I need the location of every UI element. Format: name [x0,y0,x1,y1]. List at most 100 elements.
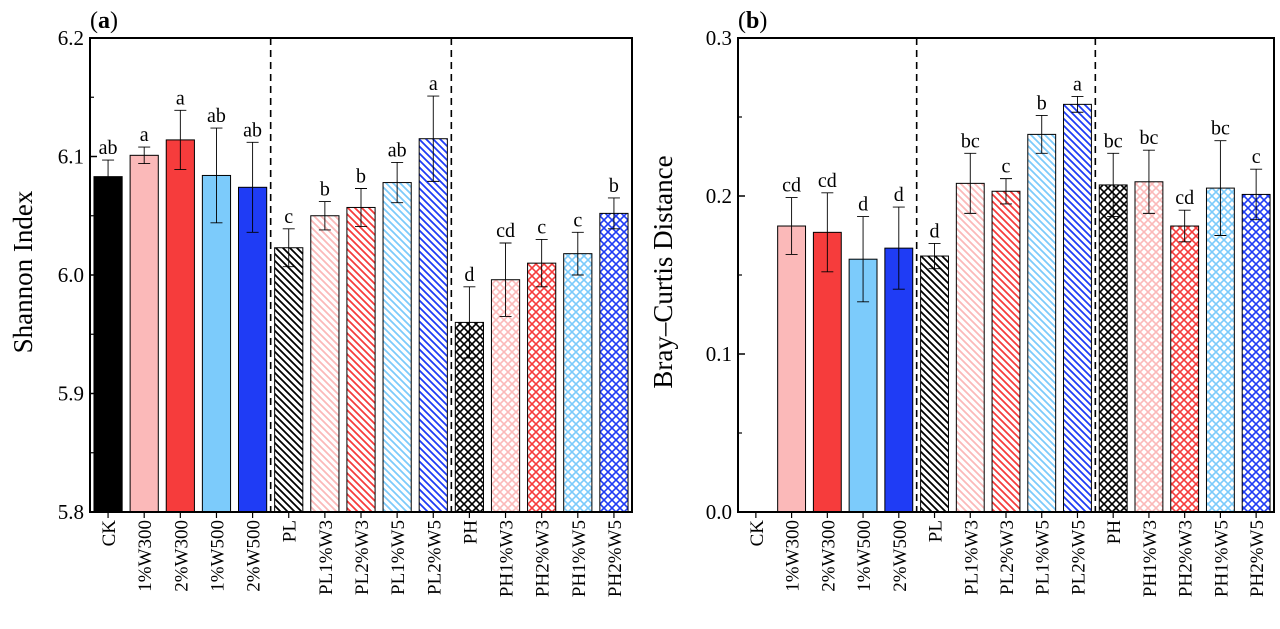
error-bar-2%W300 [174,109,187,170]
bar-PH2%W3 [1170,225,1200,513]
significance-label-PH1%W5: bc [1211,118,1230,140]
error-bar-PL2%W5 [1071,96,1084,113]
bar-PH2%W5 [1241,193,1271,513]
significance-label-PL2%W5: a [429,73,438,95]
panel-b-ytick-label: 0.0 [706,500,732,524]
panel-a-ytick-label: 5.9 [58,382,84,406]
bar-PL1%W5 [382,182,412,513]
xtick-label-CK: CK [99,520,120,547]
significance-label-PL1%W3: b [320,179,330,201]
bar-1%W500 [201,174,232,513]
xtick-label-PH2%W3: PH2%W3 [533,520,554,597]
xtick-label-PL: PL [926,520,947,542]
xtick-label-PL1%W5: PL1%W5 [1033,520,1054,595]
significance-label-PH2%W3: c [537,216,546,238]
bar-CK [93,176,123,513]
error-bar-PL2%W3 [355,188,367,227]
xtick-label-PH1%W3: PH1%W3 [497,520,518,597]
error-bar-PL1%W3 [964,152,977,214]
significance-label-2%W500: d [894,184,904,206]
xtick-label-1%W300: 1%W300 [135,520,156,592]
bar-PL1%W3 [310,215,340,513]
significance-label-1%W300: cd [782,175,801,197]
panel-b-y-axis-title: Bray–Curtis Distance [648,155,678,388]
significance-label-PH1%W3: cd [496,220,515,242]
significance-label-PH2%W5: b [609,175,619,197]
significance-label-PH: d [464,264,474,286]
xtick-label-2%W300: 2%W300 [171,520,192,592]
error-bar-PH1%W3 [499,242,512,317]
panel-a-y-axis: 5.8 5.9 6.0 6.1 6.2 [58,26,84,524]
significance-label-PL1%W3: bc [961,130,980,152]
error-bar-CK [102,159,115,194]
xtick-label-PL1%W3: PL1%W3 [961,520,982,595]
xtick-label-1%W300: 1%W300 [783,520,804,592]
error-bar-PH2%W3 [1178,209,1191,243]
error-bar-PH2%W5 [1250,168,1263,221]
error-bar-PH [1107,152,1120,217]
significance-label-2%W300: cd [818,170,837,192]
xtick-label-PH1%W5: PH1%W5 [569,520,590,597]
significance-label-CK: ab [99,137,118,159]
panel-a-y-axis-title: Shannon Index [8,190,38,353]
panel-b-ytick-label: 0.3 [706,26,732,50]
bar-PL2%W5 [1063,103,1092,513]
bar-2%W300 [165,139,195,513]
xtick-label-CK: CK [747,520,768,547]
bar-PH1%W5 [563,253,593,513]
error-bar-1%W300 [785,197,798,255]
significance-label-1%W500: d [858,194,868,216]
error-bar-PH1%W3 [1142,149,1155,214]
panel-a-ytick-label: 6.1 [58,145,84,169]
xtick-label-PH1%W5: PH1%W5 [1211,520,1232,597]
panel-a-label: (a) [90,8,118,34]
error-bar-2%W500 [892,206,905,290]
error-bar-PH2%W3 [535,239,548,288]
error-bar-PH2%W5 [607,197,620,230]
panel-a-ytick-label: 5.8 [58,500,84,524]
significance-label-PL2%W5: a [1073,73,1082,95]
significance-label-2%W500: ab [243,119,262,141]
panel-a-plot-area: abCKa1%W300a2%W300ab1%W500ab2%W500cPLbPL… [89,37,633,597]
bar-1%W300 [777,225,807,513]
xtick-label-PL1%W5: PL1%W5 [388,520,409,595]
error-bar-2%W500 [246,141,259,233]
xtick-label-PL2%W3: PL2%W3 [997,520,1018,595]
error-bar-PH1%W5 [571,231,584,276]
error-bar-PL [282,228,295,268]
panel-b-plot-area: CK cd 1%W300 cd 2%W300 d 1%W500 d 2%W500 d PL bc PL1… [737,37,1275,597]
significance-label-PH2%W5: c [1252,146,1261,168]
significance-label-PH2%W3: cd [1175,187,1194,209]
error-bar-PL2%W5 [427,95,440,182]
error-bar-2%W300 [821,192,834,273]
error-bar-PH [463,286,476,359]
xtick-label-PH2%W5: PH2%W5 [1247,520,1268,597]
panel-b: (b) Bray–Curtis Distance 0.0 0.1 0.2 0.3… [648,8,1275,597]
panel-a-ytick-label: 6.0 [58,263,84,287]
bar-PH1%W3 [1134,181,1164,513]
xtick-label-1%W500: 1%W500 [854,520,875,592]
xtick-label-PH2%W3: PH2%W3 [1176,520,1197,597]
bar-PL1%W5 [1027,133,1057,513]
error-bar-PL1%W3 [318,201,331,231]
xtick-label-PL1%W3: PL1%W3 [316,520,337,595]
bar-PH1%W3 [490,279,521,513]
xtick-label-1%W500: 1%W500 [207,520,228,592]
bar-PL2%W3 [346,206,376,513]
significance-label-1%W500: ab [207,105,226,127]
error-bar-PH1%W5 [1214,140,1227,236]
plot-frame [89,37,633,513]
significance-label-1%W300: a [140,124,149,146]
significance-label-PL: d [930,220,940,242]
xtick-label-PL2%W3: PL2%W3 [352,520,373,595]
xtick-label-2%W500: 2%W500 [890,520,911,592]
significance-label-PH: bc [1104,130,1123,152]
xtick-label-PH: PH [460,520,481,545]
error-bar-PL1%W5 [1035,114,1048,154]
significance-label-PL2%W3: b [356,165,366,187]
bar-PH [1098,184,1128,513]
bar-PL2%W5 [418,138,448,513]
panel-a-ytick-label: 6.2 [58,26,84,50]
xtick-label-2%W300: 2%W300 [818,520,839,592]
error-bar-1%W500 [210,127,223,224]
